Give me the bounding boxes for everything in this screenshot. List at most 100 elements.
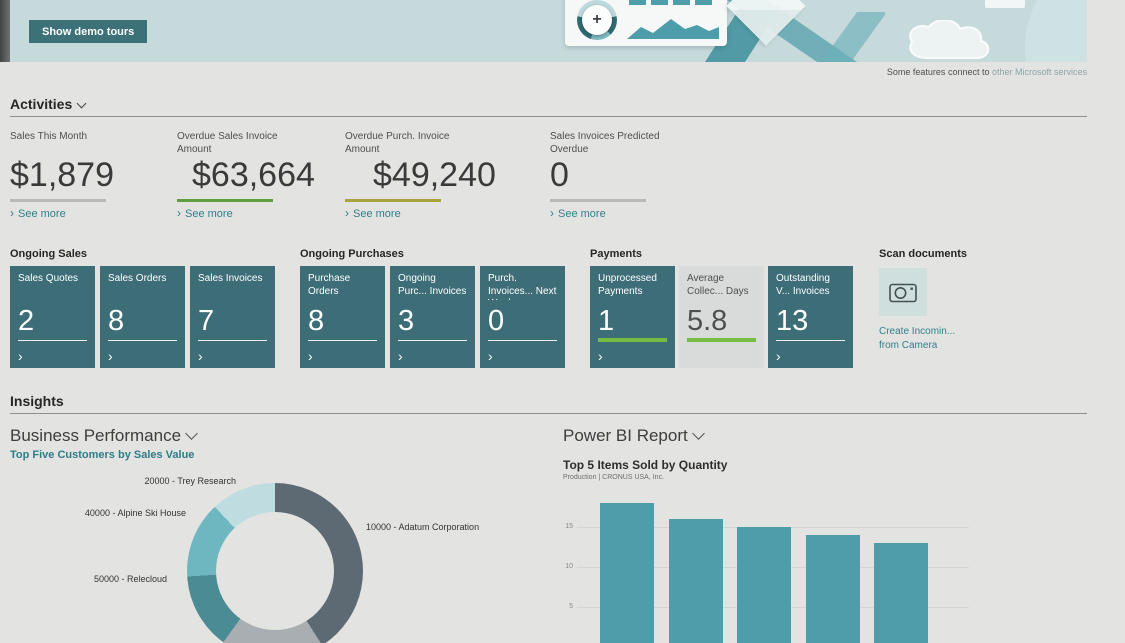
chevron-right-icon: › [177,206,181,220]
chevron-right-icon: › [398,348,403,364]
bar-5 [874,543,928,643]
kpi-value: $49,240 [373,156,496,194]
y-tick-label: 5 [569,603,573,610]
chevron-right-icon: › [550,206,554,220]
cue-sales-quotes[interactable]: Sales Quotes 2 › [10,266,95,368]
cue-purchase-orders[interactable]: Purchase Orders 8 › [300,266,385,368]
ms-services-note: Some features connect to other Microsoft… [887,67,1087,77]
donut-label-relecloud: 50000 - Relecloud [93,574,167,584]
tile-underline [488,340,557,341]
tile-value: 7 [198,305,215,337]
chevron-right-icon: › [776,348,781,364]
tile-value: 8 [108,305,125,337]
kpi-label: Sales Invoices Predicted Overdue [550,131,660,155]
chevron-right-icon: › [345,206,349,220]
tile-label: Average Collec... Days [687,273,749,297]
ms-services-link[interactable]: other Microsoft services [991,67,1087,77]
kpi-sales-this-month: Sales This Month $1,879 › See more [10,131,175,220]
tile-underline [198,340,267,341]
kpi-label: Overdue Sales Invoice Amount [177,131,278,155]
bar-3 [737,527,791,643]
bar-2 [668,519,723,643]
cue-sales-orders[interactable]: Sales Orders 8 › [100,266,185,368]
kpi-underline [550,199,646,202]
tile-underline [398,340,467,341]
cue-ongoing-purchase-invoices[interactable]: Ongoing Purc... Invoices 3 › [390,266,475,368]
cue-average-collection-days: Average Collec... Days 5.8 › [679,266,764,368]
tile-underline [598,338,667,342]
y-tick-label: 10 [565,563,573,570]
tile-value: 5.8 [687,305,728,337]
chevron-right-icon: › [10,206,14,220]
tile-label: Purchase Orders [308,273,351,297]
area-chart-icon [627,19,719,39]
kpi-value: 0 [550,156,569,194]
tile-underline [18,340,87,341]
plus-icon: + [582,5,612,35]
bar-chart-subtitle: Production | CRONUS USA, Inc. [563,474,665,481]
activities-title: Activities [10,96,73,112]
kpi-underline [345,199,441,202]
donut-chart-icon: + [577,0,617,40]
divider [10,116,1087,117]
tile-label: Outstanding V... Invoices [776,273,830,297]
cloud-icon [909,20,990,59]
note-text: Some features connect to [886,67,992,77]
create-incoming-from-camera-link[interactable]: Create Incomin... from Camera [879,326,956,351]
top-customers-donut [187,483,363,643]
tile-underline [776,340,845,341]
create-incoming-from-camera-tile[interactable] [879,268,927,316]
tile-value: 2 [18,305,35,337]
cue-unprocessed-payments[interactable]: Unprocessed Payments 1 › [590,266,675,368]
chevron-down-icon [76,98,87,109]
see-more-link[interactable]: › See more [345,206,401,220]
camera-icon [889,283,917,303]
tile-value: 13 [776,305,809,337]
top-items-bar-chart: 15 10 5 [563,490,975,643]
bar-1 [600,503,654,643]
bar-4 [805,535,860,643]
donut-hole [216,512,334,630]
tile-label: Ongoing Purc... Invoices [398,273,467,297]
tile-value: 3 [398,305,415,337]
y-tick-label: 15 [565,523,573,530]
business-performance-header[interactable]: Business Performance [10,426,198,446]
power-bi-report-header[interactable]: Power BI Report [563,426,705,446]
tile-label: Sales Orders [108,273,167,284]
activities-header[interactable]: Activities [10,96,87,112]
donut-label-alpine-ski-house: 40000 - Alpine Ski House [84,508,186,518]
chevron-right-icon: › [488,348,493,364]
tile-underline [308,340,377,341]
see-more-link[interactable]: › See more [10,206,66,220]
donut-label-trey-research: 20000 - Trey Research [144,476,236,486]
chevron-right-icon: › [598,348,603,364]
tile-label: Unprocessed Payments [598,273,657,297]
donut-label-adatum-corporation: 10000 - Adatum Corporation [366,522,480,532]
tile-value: 8 [308,305,325,337]
donut-chart-title: Top Five Customers by Sales Value [10,449,195,461]
kpi-value: $63,664 [192,156,315,194]
see-more-link[interactable]: › See more [177,206,233,220]
cue-outstanding-vendor-invoices[interactable]: Outstanding V... Invoices 13 › [768,266,853,368]
window-edge [0,0,10,62]
chevron-down-icon [691,427,705,440]
see-more-link[interactable]: › See more [550,206,606,220]
show-demo-tours-button[interactable]: Show demo tours [29,20,148,43]
kpi-sales-invoices-predicted-overdue: Sales Invoices Predicted Overdue 0 › See … [550,131,715,220]
welcome-banner: + Show demo tours [10,0,1087,62]
kpi-overdue-purch-invoice: Overdue Purch. Invoice Amount $49,240 › S… [345,131,510,220]
tile-value: 1 [598,305,615,337]
chevron-down-icon [185,427,198,440]
tile-label: Sales Quotes [18,273,79,284]
tile-label: Purch. Invoices... Next Week [488,273,557,300]
payments-title: Payments [590,248,642,260]
tile-value: 0 [488,305,505,337]
chevron-right-icon: › [308,348,313,364]
scan-documents-title: Scan documents [879,248,968,260]
kpi-label: Sales This Month [10,131,88,142]
chevron-right-icon: › [198,348,203,364]
illustration-chart-card: + [565,0,727,46]
cue-purchase-invoices-next-week[interactable]: Purch. Invoices... Next Week 0 › [480,266,565,368]
cue-sales-invoices[interactable]: Sales Invoices 7 › [190,266,275,368]
